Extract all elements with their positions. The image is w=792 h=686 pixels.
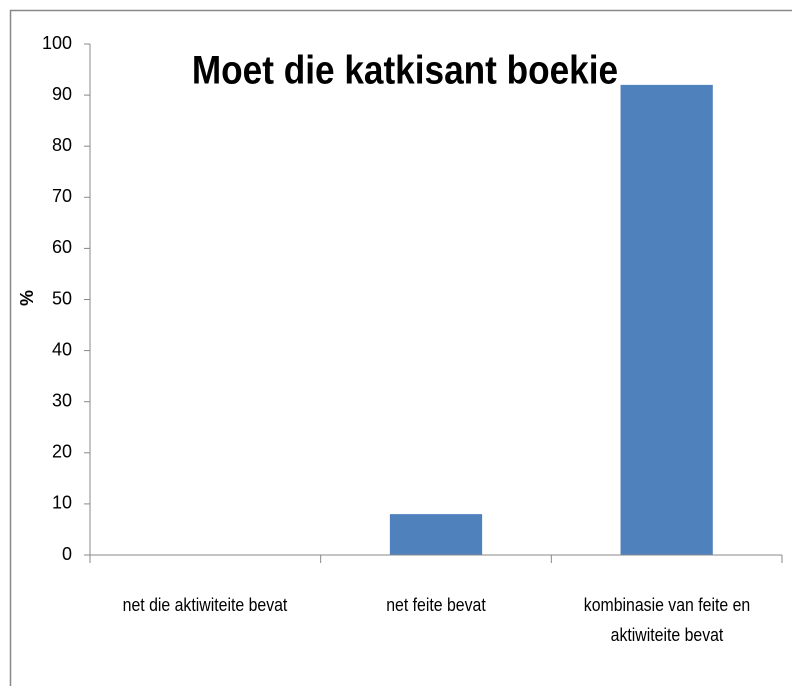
x-tick-label: net die aktiwiteite bevat — [122, 595, 288, 615]
y-tick-label: 80 — [52, 135, 72, 155]
y-tick-label: 70 — [52, 186, 72, 206]
x-tick-label: net feite bevat — [386, 595, 486, 615]
y-axis-label: % — [17, 290, 37, 306]
y-tick-label: 50 — [52, 288, 72, 308]
bar — [389, 514, 483, 555]
bar — [620, 84, 713, 555]
chart-border — [9, 9, 792, 686]
y-tick-label: 40 — [52, 339, 72, 359]
y-tick-label: 90 — [52, 84, 72, 104]
y-tick-label: 10 — [52, 493, 72, 513]
y-tick-label: 30 — [52, 390, 72, 410]
chart-title: Moet die katkisant boekie — [192, 47, 618, 92]
y-tick-label: 20 — [52, 442, 72, 462]
y-tick-label: 100 — [42, 33, 72, 53]
y-tick-label: 60 — [52, 237, 72, 257]
y-tick-label: 0 — [62, 544, 72, 564]
x-tick-label: kombinasie van feite en aktiwiteite beva… — [583, 595, 750, 645]
